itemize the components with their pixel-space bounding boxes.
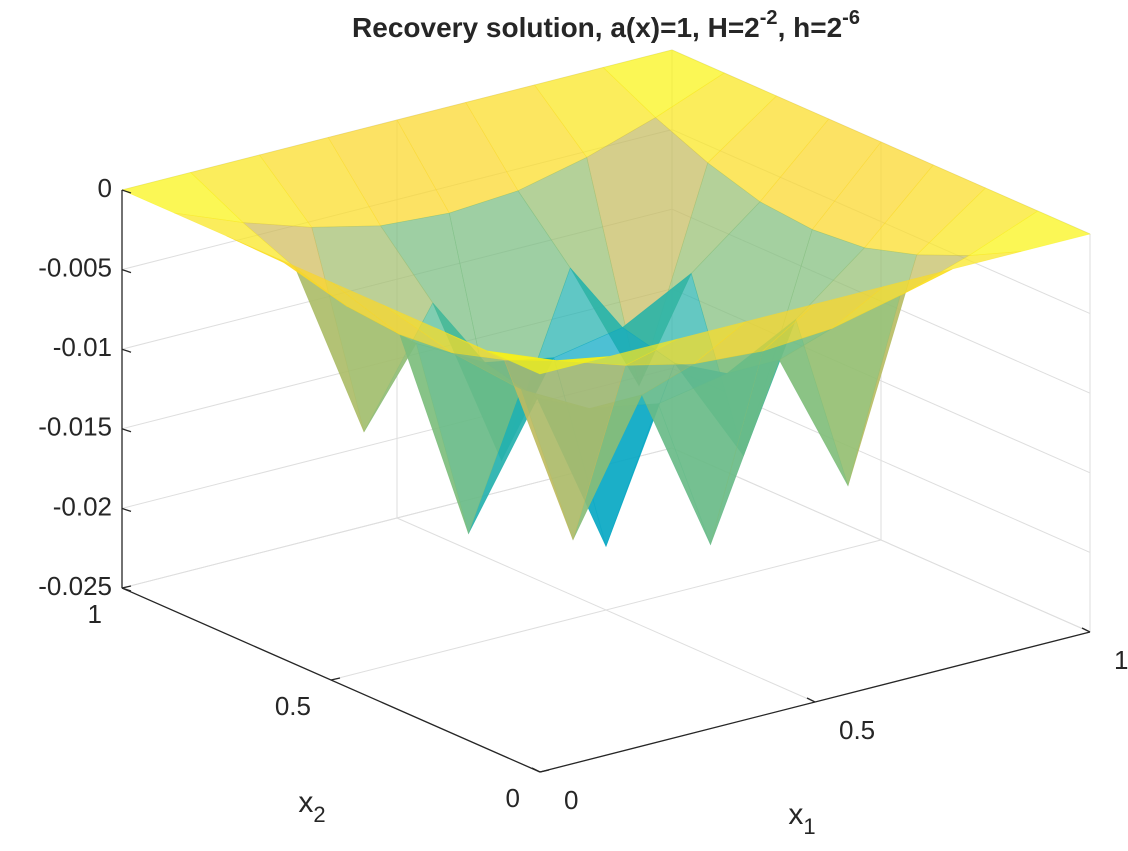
- y-tick: [121, 585, 132, 589]
- x-tick-label: 0.5: [839, 715, 875, 745]
- y-axis-label: x2: [298, 786, 325, 827]
- title-superscript: -2: [760, 7, 778, 29]
- z-tick-label: -0.01: [53, 332, 112, 362]
- y-tick-label: 0: [506, 783, 520, 813]
- z-tick-label: -0.005: [38, 252, 112, 282]
- x-axis-label-text: x: [788, 798, 803, 831]
- chart-title: Recovery solution, a(x)=1, H=2-2, h=2-6: [352, 7, 860, 43]
- z-tick-label: -0.015: [38, 412, 112, 442]
- x-tick: [806, 697, 816, 703]
- grid-line: [330, 539, 882, 681]
- z-tick-label: -0.025: [38, 571, 112, 601]
- y-axis-label-text: x: [298, 786, 313, 819]
- z-tick: [121, 348, 132, 353]
- z-tick-label: 0: [98, 173, 112, 203]
- surface-patch: [487, 350, 609, 375]
- x-tick-label: 0: [564, 785, 578, 815]
- y-tick-label: 1: [88, 599, 102, 629]
- title-superscript: -6: [842, 7, 860, 29]
- y-tick-label: 0.5: [275, 691, 311, 721]
- z-tick: [121, 507, 132, 513]
- z-tick: [121, 268, 132, 274]
- y-tick: [539, 769, 550, 773]
- y-tick: [330, 677, 341, 681]
- x-tick: [1081, 627, 1091, 633]
- x-axis-label: x1: [788, 798, 815, 839]
- x-tick-label: 1: [1114, 645, 1128, 675]
- title-text: , h=2: [778, 12, 843, 43]
- z-tick-label: -0.02: [53, 491, 112, 521]
- z-tick: [121, 428, 132, 433]
- x-tick: [531, 767, 541, 773]
- z-tick: [121, 587, 132, 592]
- z-tick: [121, 189, 132, 194]
- y-axis-label-subscript: 2: [313, 802, 325, 827]
- title-text: Recovery solution, a(x)=1, H=2: [352, 12, 760, 43]
- x-axis-label-subscript: 1: [803, 814, 815, 839]
